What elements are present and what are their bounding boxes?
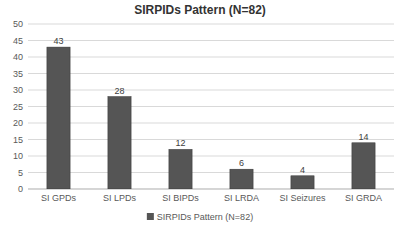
grid-line <box>28 139 394 140</box>
grid-line <box>28 24 394 25</box>
y-tick-label: 15 <box>13 135 23 145</box>
bar <box>169 149 192 189</box>
x-tick-label: SI GRDA <box>345 193 382 203</box>
grid-line <box>28 189 394 190</box>
data-label: 4 <box>300 165 305 175</box>
data-label: 28 <box>114 86 124 96</box>
x-tick-label: SI LPDs <box>103 193 137 203</box>
y-tick-label: 50 <box>13 19 23 29</box>
data-label: 43 <box>53 36 63 46</box>
bar <box>230 169 253 189</box>
x-tick-label: SI LRDA <box>224 193 259 203</box>
y-tick-label: 25 <box>13 102 23 112</box>
x-axis-line <box>28 189 394 190</box>
chart-container: SIRPIDs Pattern (N=82)051015202530354045… <box>0 0 400 226</box>
y-tick-label: 0 <box>18 184 23 194</box>
grid-line <box>28 106 394 107</box>
grid-line <box>28 172 394 173</box>
legend-swatch <box>147 213 154 220</box>
grid-line <box>28 40 394 41</box>
y-tick-label: 35 <box>13 69 23 79</box>
data-label: 6 <box>239 158 244 168</box>
grid-line <box>28 57 394 58</box>
grid-line <box>28 156 394 157</box>
chart-title: SIRPIDs Pattern (N=82) <box>134 3 266 17</box>
x-tick-label: SI Seizures <box>279 193 326 203</box>
legend: SIRPIDs Pattern (N=82) <box>147 212 253 222</box>
x-tick-label: SI BIPDs <box>162 193 199 203</box>
data-label: 14 <box>358 132 368 142</box>
y-tick-label: 30 <box>13 85 23 95</box>
bar <box>47 47 70 189</box>
grid-line <box>28 90 394 91</box>
bar <box>108 97 131 189</box>
legend-label: SIRPIDs Pattern (N=82) <box>157 212 253 222</box>
bars <box>47 47 375 189</box>
grid-line <box>28 123 394 124</box>
y-tick-label: 20 <box>13 118 23 128</box>
y-tick-label: 45 <box>13 36 23 46</box>
chart-svg: SIRPIDs Pattern (N=82)051015202530354045… <box>0 0 400 226</box>
data-label: 12 <box>175 138 185 148</box>
grid-line <box>28 73 394 74</box>
y-tick-label: 40 <box>13 52 23 62</box>
bar <box>352 143 375 189</box>
bar <box>291 176 314 189</box>
y-tick-label: 5 <box>18 168 23 178</box>
y-tick-label: 10 <box>13 151 23 161</box>
x-tick-label: SI GPDs <box>41 193 77 203</box>
